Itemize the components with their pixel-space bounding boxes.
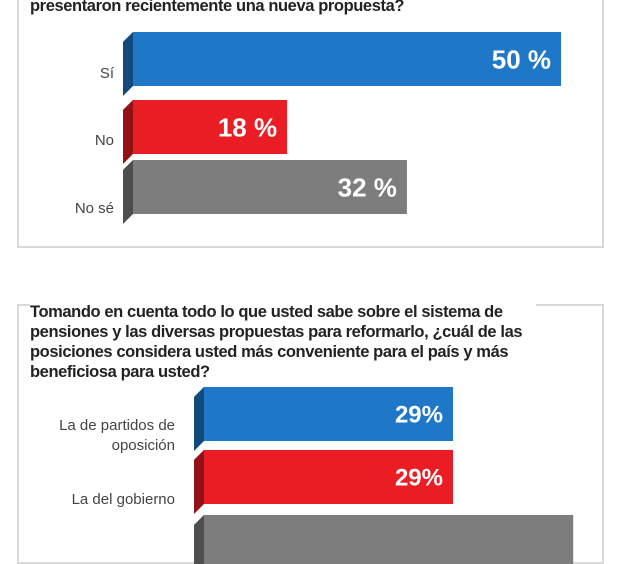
chart-1-bar-3-side [123, 160, 133, 224]
chart-1-bar-2-value-label: 18 % [218, 112, 277, 142]
category-label-no-se: No sé [74, 200, 114, 217]
chart-1-bar-1-value-label: 50 % [492, 44, 551, 74]
chart-1-bar-1-side [123, 32, 133, 96]
chart-1-bar-2 [133, 100, 288, 154]
chart-1-title: presentaron recientemente una nueva prop… [30, 0, 413, 16]
chart-1-bar-3-value-label: 32 % [338, 172, 397, 202]
bar-chart-canvas: 50 % 18 % 32 % 29% 29% [123, 32, 574, 564]
category-label-no: No [94, 132, 114, 149]
chart-2-bar-1-side [194, 387, 204, 451]
category-label-si: Sí [99, 65, 114, 82]
chart-1-bar-3 [133, 160, 407, 214]
chart-2-bar-2-side [194, 450, 204, 514]
category-label-gobierno: La del gobierno [71, 491, 175, 508]
chart-2-bar-1-value-label: 29% [395, 402, 443, 429]
category-label-oposicion: La de partidos de oposición [59, 417, 175, 454]
chart-1-bar-1 [133, 32, 561, 86]
chart-2-bar-2 [204, 450, 453, 504]
chart-2-bar-2-value-label: 29% [395, 465, 443, 492]
chart-2-title: Tomando en cuenta todo lo que usted sabe… [30, 302, 536, 382]
chart-2-bar-1 [204, 387, 453, 441]
chart-1-bar-2-side [123, 100, 133, 164]
